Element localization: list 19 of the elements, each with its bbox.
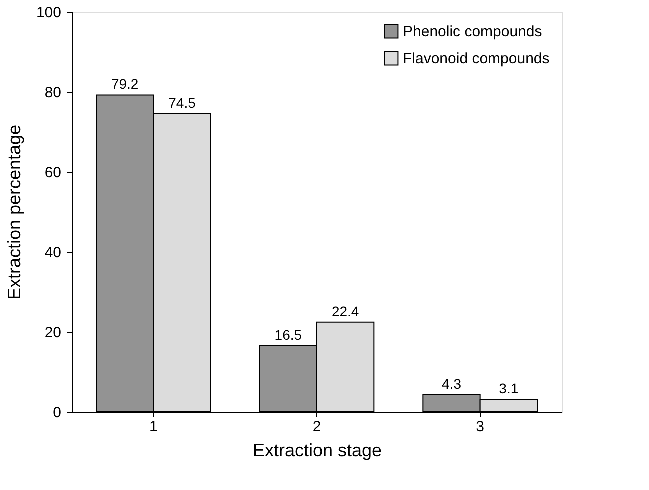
y-tick-label: 100 [36,4,62,22]
data-label: 74.5 [168,95,196,111]
data-label: 22.4 [332,303,360,320]
data-label: 79.2 [111,76,139,92]
x-axis-title: Extraction stage [252,440,382,460]
y-tick-label: 0 [53,404,62,422]
x-tick-label: 3 [476,418,485,436]
y-axis-title: Extraction percentage [4,124,24,300]
data-label: 4.3 [442,376,462,392]
y-tick-label: 60 [44,164,62,182]
y-tick-label: 80 [44,84,62,102]
data-label: 16.5 [274,327,302,343]
x-tick-label: 2 [312,418,322,436]
legend-label: Phenolic compounds [403,24,542,40]
y-tick-label: 40 [44,244,62,262]
data-label: 3.1 [499,380,519,397]
legend-label: Flavonoid compounds [403,50,550,68]
x-tick-label: 1 [149,418,158,436]
y-tick-label: 20 [44,324,62,342]
